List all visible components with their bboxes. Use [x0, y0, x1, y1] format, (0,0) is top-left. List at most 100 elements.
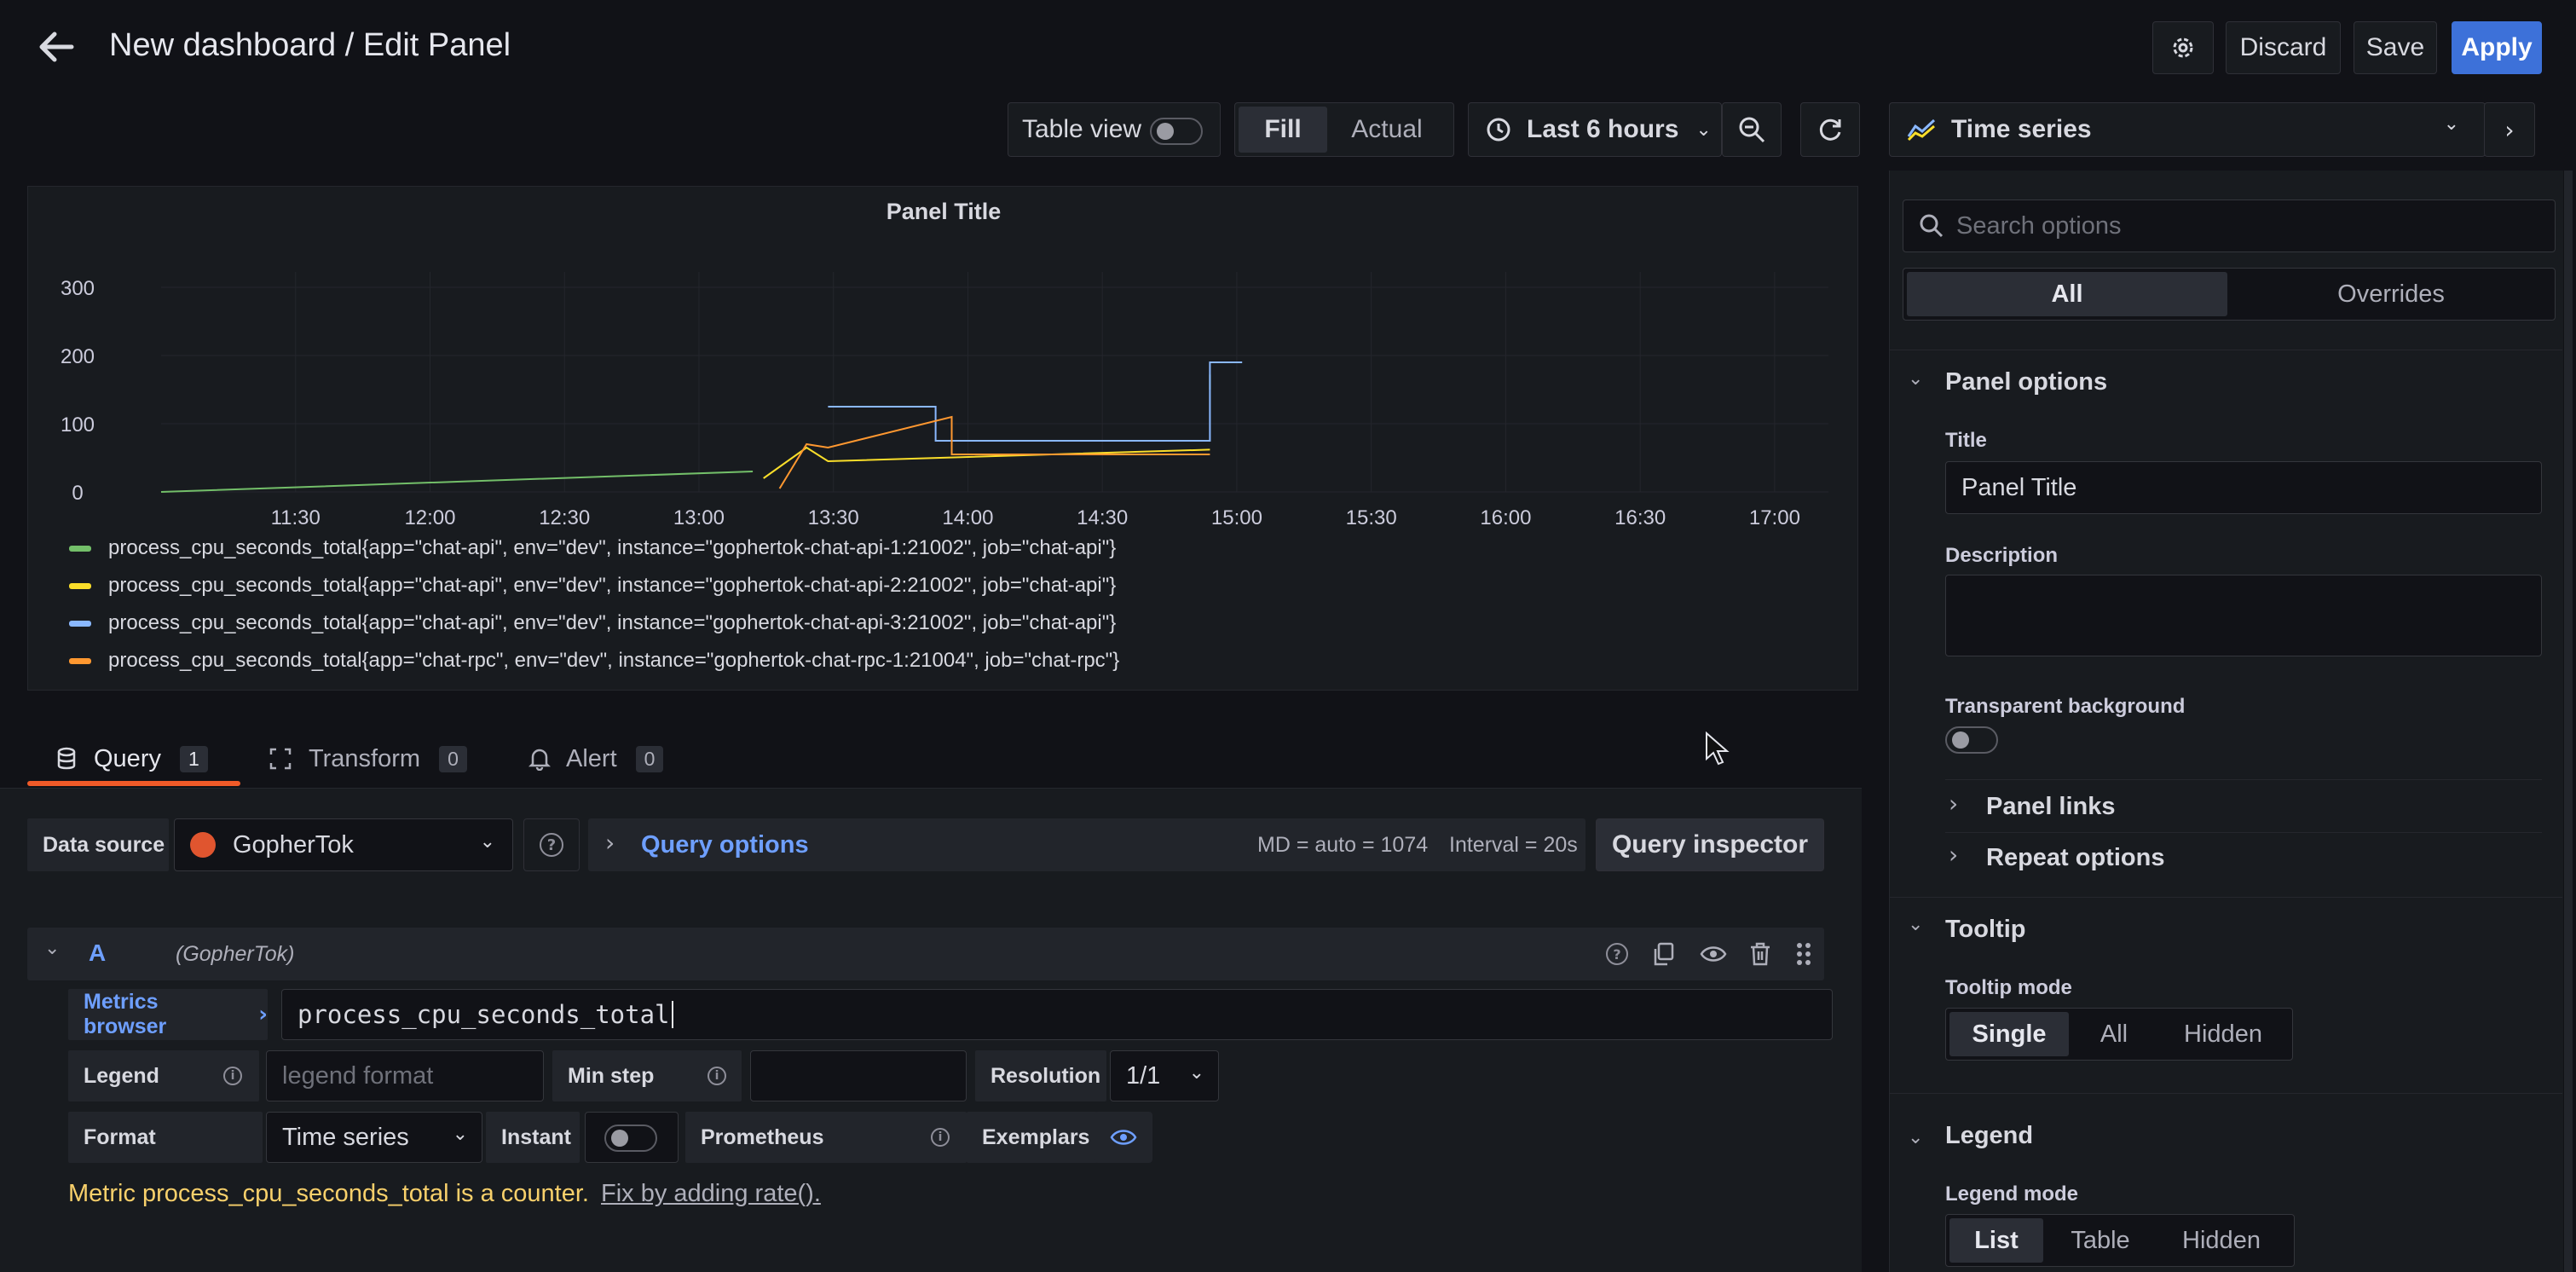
tab-transform[interactable]: Transform 0	[268, 742, 467, 776]
promql-query-text: process_cpu_seconds_total	[297, 1000, 670, 1029]
legend-item[interactable]: process_cpu_seconds_total{app="chat-rpc"…	[69, 649, 1119, 673]
y-tick-label: 0	[72, 482, 83, 505]
promql-query-input[interactable]: process_cpu_seconds_total	[281, 989, 1833, 1040]
legend-format-input[interactable]: legend format	[266, 1050, 544, 1101]
format-select[interactable]: Time series ⌄	[266, 1112, 482, 1163]
trash-icon[interactable]	[1749, 942, 1771, 966]
legend-mode-hidden[interactable]: Hidden	[2182, 1226, 2261, 1254]
legend-label: Legend i	[68, 1050, 259, 1101]
chevron-right-icon[interactable]: ›	[1949, 841, 1959, 869]
text-cursor	[671, 1001, 673, 1028]
legend-item[interactable]: process_cpu_seconds_total{app="chat-api"…	[69, 536, 1116, 560]
panel-links-heading[interactable]: Panel links	[1986, 793, 2116, 820]
table-view-toggle[interactable]	[1150, 118, 1203, 145]
resolution-select[interactable]: 1/1 ⌄	[1110, 1050, 1219, 1101]
min-step-label: Min step i	[552, 1050, 742, 1101]
eye-icon	[1110, 1130, 1137, 1145]
panel-preview: Panel Title 0 100 200 300 11:30 12:00 12:30 13:…	[27, 186, 1858, 691]
help-icon[interactable]: ?	[1606, 943, 1628, 965]
repeat-options-heading[interactable]: Repeat options	[1986, 844, 2165, 871]
options-pane	[1889, 171, 2563, 1272]
tab-overrides[interactable]: Overrides	[2337, 280, 2445, 308]
transparent-background-label: Transparent background	[1945, 695, 2186, 718]
format-label: Format	[68, 1112, 263, 1163]
x-tick-label: 12:00	[404, 506, 455, 529]
tab-alert[interactable]: Alert 0	[528, 742, 664, 776]
refresh-button[interactable]	[1800, 102, 1860, 157]
fix-rate-link[interactable]: Fix by adding rate().	[601, 1180, 821, 1207]
min-step-input[interactable]	[750, 1050, 967, 1101]
panel-options-heading[interactable]: Panel options	[1945, 368, 2108, 396]
legend-heading[interactable]: Legend	[1945, 1122, 2034, 1149]
collapse-options-button[interactable]: ›	[2484, 102, 2535, 157]
description-textarea[interactable]	[1945, 575, 2542, 656]
zoom-out-button[interactable]	[1722, 102, 1782, 157]
options-scrollbar[interactable]	[2564, 171, 2573, 1272]
fill-button[interactable]: Fill	[1239, 107, 1327, 153]
x-tick-label: 16:00	[1480, 506, 1531, 529]
legend-mode-list[interactable]: List	[1949, 1218, 2043, 1263]
chevron-down-icon[interactable]: ⌄	[44, 938, 61, 959]
datasource-help-button[interactable]: ?	[523, 818, 580, 871]
database-icon	[57, 747, 76, 770]
chevron-right-icon[interactable]: ›	[1949, 789, 1959, 818]
search-options-input[interactable]: Search options	[1903, 199, 2556, 252]
legend-format-placeholder: legend format	[282, 1061, 434, 1090]
tooltip-mode-hidden[interactable]: Hidden	[2184, 1020, 2262, 1048]
legend-mode-label: Legend mode	[1945, 1182, 2079, 1206]
transparent-background-toggle[interactable]	[1945, 726, 1998, 754]
settings-button[interactable]	[2152, 21, 2214, 74]
time-series-chart[interactable]: 0 100 200 300 11:30 12:00 12:30 13:00 13:30 14:00…	[28, 187, 1859, 536]
chevron-down-icon: ⌄	[1188, 1062, 1204, 1084]
series-line-3	[828, 361, 1243, 442]
instant-toggle[interactable]	[604, 1125, 657, 1152]
metrics-browser-button[interactable]: Metrics browser ›	[68, 989, 268, 1040]
duplicate-icon[interactable]	[1652, 942, 1676, 966]
tab-query[interactable]: Query 1	[56, 742, 208, 776]
series-line-4	[778, 415, 1210, 489]
legend-mode-table[interactable]: Table	[2071, 1226, 2130, 1254]
drag-handle-icon[interactable]	[1795, 941, 1812, 967]
query-options-bar[interactable]: › Query options MD = auto = 1074 Interva…	[588, 818, 1585, 871]
datasource-picker[interactable]: GopherTok ⌄	[174, 818, 513, 871]
title-input[interactable]: Panel Title	[1945, 461, 2542, 514]
tooltip-heading[interactable]: Tooltip	[1945, 916, 2026, 943]
y-tick-label: 100	[61, 413, 95, 437]
tooltip-mode-group: Single All Hidden	[1945, 1008, 2293, 1061]
legend-swatch	[69, 545, 91, 552]
back-arrow-icon[interactable]	[34, 26, 77, 68]
query-row-source: (GopherTok)	[176, 942, 295, 966]
chevron-down-icon[interactable]: ⌄	[1908, 368, 1924, 390]
actual-button[interactable]: Actual	[1351, 115, 1423, 143]
tab-all[interactable]: All	[1907, 272, 2227, 316]
time-range-picker[interactable]: Last 6 hours ⌄	[1468, 102, 1722, 157]
save-button[interactable]: Save	[2354, 21, 2437, 74]
chevron-down-icon[interactable]: ⌄	[1908, 914, 1924, 935]
visualization-picker[interactable]: Time series ⌄	[1889, 102, 2486, 157]
time-range-label: Last 6 hours	[1527, 115, 1679, 143]
title-input-value: Panel Title	[1961, 473, 2077, 501]
discard-button[interactable]: Discard	[2226, 21, 2341, 74]
exemplars-toggle-wrap[interactable]	[1095, 1112, 1152, 1163]
legend-item[interactable]: process_cpu_seconds_total{app="chat-api"…	[69, 574, 1116, 598]
query-letter[interactable]: A	[89, 940, 107, 966]
table-view-control[interactable]: Table view	[1008, 102, 1221, 157]
search-options-placeholder: Search options	[1956, 211, 2122, 240]
eye-icon[interactable]	[1700, 942, 1727, 966]
chevron-right-icon: ›	[258, 1002, 268, 1027]
legend-item[interactable]: process_cpu_seconds_total{app="chat-api"…	[69, 611, 1116, 635]
resolution-label: Resolution	[975, 1050, 1106, 1101]
y-tick-label: 200	[61, 345, 95, 368]
apply-button[interactable]: Apply	[2452, 21, 2542, 74]
tooltip-mode-label: Tooltip mode	[1945, 976, 2072, 999]
legend-label: process_cpu_seconds_total{app="chat-api"…	[108, 574, 1117, 597]
resolution-value: 1/1	[1126, 1061, 1161, 1090]
tooltip-mode-all[interactable]: All	[2099, 1020, 2128, 1048]
tab-transform-count: 0	[439, 745, 467, 772]
visualization-label: Time series	[1951, 115, 2092, 143]
x-tick-label: 13:30	[808, 506, 859, 529]
chevron-down-icon[interactable]: ⌄	[1908, 1127, 1924, 1148]
tooltip-mode-single[interactable]: Single	[1949, 1012, 2069, 1056]
query-inspector-button[interactable]: Query inspector	[1596, 818, 1824, 871]
chevron-down-icon: ⌄	[479, 831, 495, 853]
